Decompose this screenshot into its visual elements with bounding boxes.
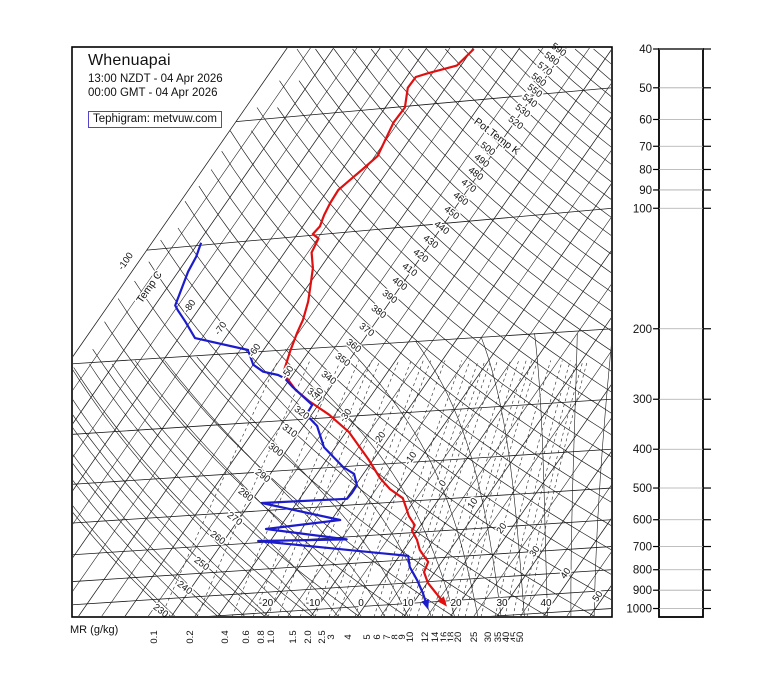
mixing-ratio-label: 6 [372,634,383,639]
temperature-trace [282,48,475,607]
pot-temp-label: 240 [175,579,194,597]
mixing-ratio-label: 0.8 [256,630,267,643]
pressure-label: 700 [633,542,652,554]
pot-temp-label: 370 [357,321,376,339]
mixing-ratio-label: 25 [469,632,480,643]
mixing-ratio-label: 50 [515,632,526,643]
isotherm-label: 30 [527,544,542,559]
isotherm-bottom-label: -10 [306,598,321,609]
pressure-label: 300 [633,394,652,406]
title-block: Whenuapai 13:00 NZDT - 04 Apr 2026 00:00… [88,52,223,128]
mixing-ratio-label: 3 [326,634,337,639]
mixing-ratio-label: 0.2 [185,630,196,643]
pressure-label: 800 [633,565,652,577]
mixing-ratio-label: 1.0 [266,630,277,643]
mixing-ratio-label: 0.1 [149,630,160,643]
mixing-ratio-label: 20 [453,632,464,643]
pressure-label: 500 [633,483,652,495]
dewpoint-trace-arrowhead [421,599,429,610]
isotherm-label: 20 [494,521,509,536]
pot-temp-label: 250 [192,555,211,573]
pot-temp-label: 460 [451,190,470,208]
mixing-ratio-label: 2.0 [303,630,314,643]
isotherm-bottom-label: 10 [402,598,414,609]
pot-temp-label: 340 [319,369,338,387]
mixing-ratio-label: 8 [390,634,401,639]
mixing-ratio-axis-title: MR (g/kg) [70,624,119,636]
pot-temp-label: 350 [333,351,352,369]
station-name: Whenuapai [88,52,171,69]
pressure-label: 50 [639,83,652,95]
isotherm-bottom-label: 30 [496,598,508,609]
mixing-ratio-label: 16 [439,632,450,643]
isotherm-bottom-label: 0 [358,598,364,609]
mixing-ratio-label: 30 [483,632,494,643]
mixing-ratio-label: 2.5 [317,630,328,643]
pressure-label: 90 [639,185,652,197]
pressure-label: 600 [633,515,652,527]
isotherm-label: -30 [338,407,355,425]
local-time: 13:00 NZDT - 04 Apr 2026 [88,73,223,85]
pot-temp-label: 450 [442,204,461,222]
mixing-ratio-label: 7 [382,634,393,639]
temperature-trace-arrowhead [437,596,447,607]
wind-column [651,48,711,618]
isobar-lines [73,87,611,616]
isotherm-label: -10 [403,450,420,468]
utc-time: 00:00 GMT - 04 Apr 2026 [88,87,218,99]
isotherm-label: -100 [116,251,136,273]
isotherm-bottom-label: 20 [450,598,462,609]
dry-adiabat-lines [73,48,611,616]
mixing-ratio-label: 5 [362,634,373,639]
pot-temp-label: 290 [253,467,272,485]
isotherm-label: -50 [280,364,297,382]
mixing-ratio-label: 35 [493,632,504,643]
pressure-label: 1000 [626,604,652,616]
isotherm-label: -20 [372,430,389,448]
pressure-label: 80 [639,164,652,176]
pressure-label: 100 [633,203,652,215]
pressure-label: 60 [639,114,652,126]
isotherm-bottom-label: -20 [259,598,274,609]
mixing-ratio-label: 12 [420,632,431,643]
isotherm-bottom-label: 40 [540,598,552,609]
pressure-label: 900 [633,585,652,597]
dewpoint-trace [174,242,429,610]
mixing-ratio-label: 4 [343,634,354,639]
mixing-ratio-label: 9 [397,634,408,639]
isotherm-label: -60 [247,342,264,360]
pot-temp-label: 420 [411,247,430,265]
isotherm-lines [73,48,611,616]
pot-temp-label: 440 [432,219,451,237]
mixing-ratio-label: 1.5 [288,630,299,643]
chart-border [71,46,613,618]
pot-temp-label: 360 [344,337,363,355]
pressure-label: 200 [633,324,652,336]
pressure-axis: 40 50 60 70 80 90 100 200 300 400 500 600 700 800 900 1… [625,43,654,618]
pressure-label: 70 [639,141,652,153]
pot-temp-label: 390 [380,288,399,306]
mixing-ratio-label: 18 [446,632,457,643]
mixing-ratio-label: 0.4 [220,630,231,643]
mixing-ratio-label: 10 [405,632,416,643]
mixing-ratio-label: 45 [509,632,520,643]
mixing-ratio-label: 0.6 [241,630,252,643]
source-link[interactable]: Tephigram: metvuw.com [88,111,222,128]
pot-temp-label: 260 [208,529,227,547]
mixing-ratio-label: 14 [430,632,441,643]
pressure-label: 40 [639,44,652,56]
pot-temp-label: 380 [369,303,388,321]
isotherm-label: -70 [213,320,230,338]
mixing-ratio-label: 40 [501,632,512,643]
pressure-label: 400 [633,444,652,456]
pot-temp-label: 310 [280,422,299,440]
